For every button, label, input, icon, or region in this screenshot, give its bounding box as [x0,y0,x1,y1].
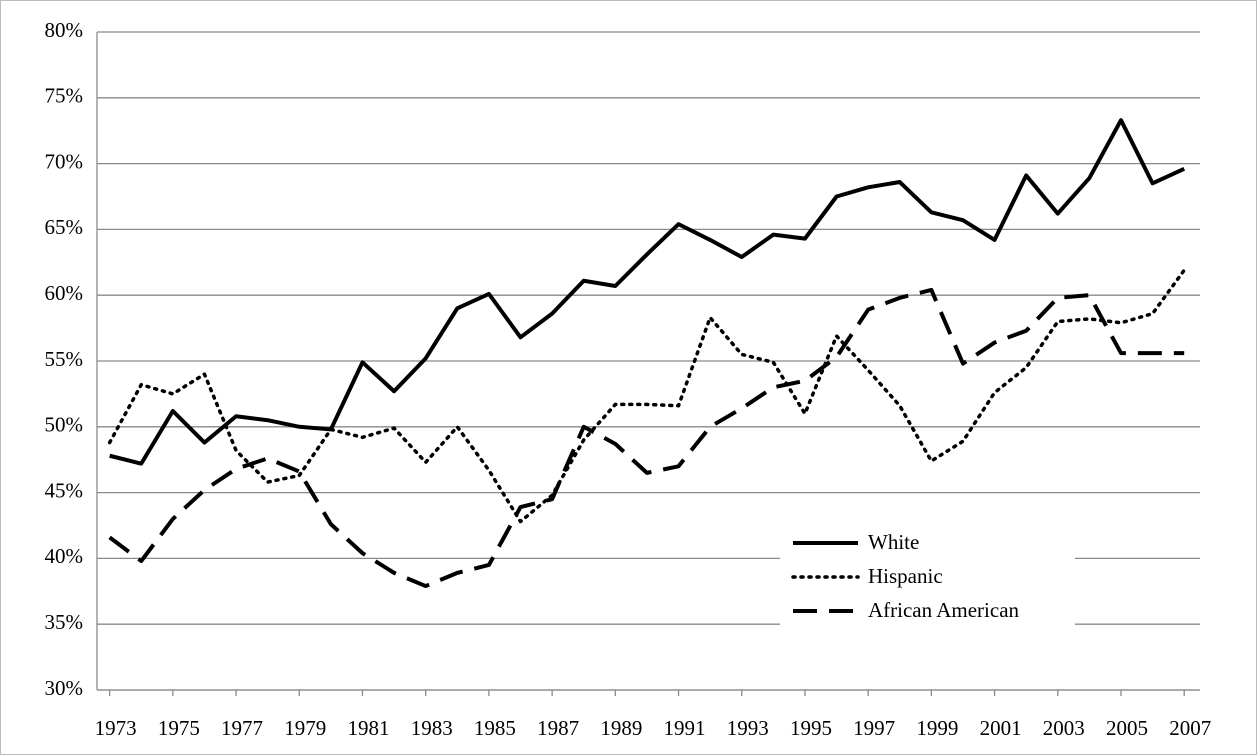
x-tick-label: 2003 [1043,716,1085,740]
x-tick-label: 1981 [347,716,389,740]
x-tick-label: 1975 [158,716,200,740]
y-tick-label: 65% [45,215,84,239]
y-tick-label: 45% [45,478,84,502]
x-tick-label: 1979 [284,716,326,740]
series-line [107,268,1186,524]
y-tick-label: 80% [45,18,84,42]
series-line [109,118,1186,466]
x-tick-label: 1983 [411,716,453,740]
y-tick-label: 40% [45,544,84,568]
x-tick-label: 1989 [600,716,642,740]
series-line [108,287,1185,589]
x-tick-label: 1985 [474,716,516,740]
x-tick-label: 2005 [1106,716,1148,740]
x-tick-label: 1991 [664,716,706,740]
x-tick-label: 1999 [916,716,958,740]
x-tick-label: 1977 [221,716,263,740]
x-tick-label: 1973 [95,716,137,740]
y-tick-label: 50% [45,413,84,437]
x-tick-label: 2007 [1169,716,1211,740]
x-tick-label: 1993 [727,716,769,740]
x-tick-label: 1997 [853,716,895,740]
legend-label: African American [868,598,1020,622]
legend-label: White [868,530,919,554]
y-tick-label: 55% [45,347,84,371]
x-tick-label: 2001 [980,716,1022,740]
legend-label: Hispanic [868,564,943,588]
y-tick-label: 70% [45,149,84,173]
y-tick-label: 35% [45,610,84,634]
x-tick-label: 1995 [790,716,832,740]
y-tick-label: 60% [45,281,84,305]
y-tick-label: 30% [45,676,84,700]
x-tick-label: 1987 [537,716,579,740]
y-tick-label: 75% [45,84,84,108]
